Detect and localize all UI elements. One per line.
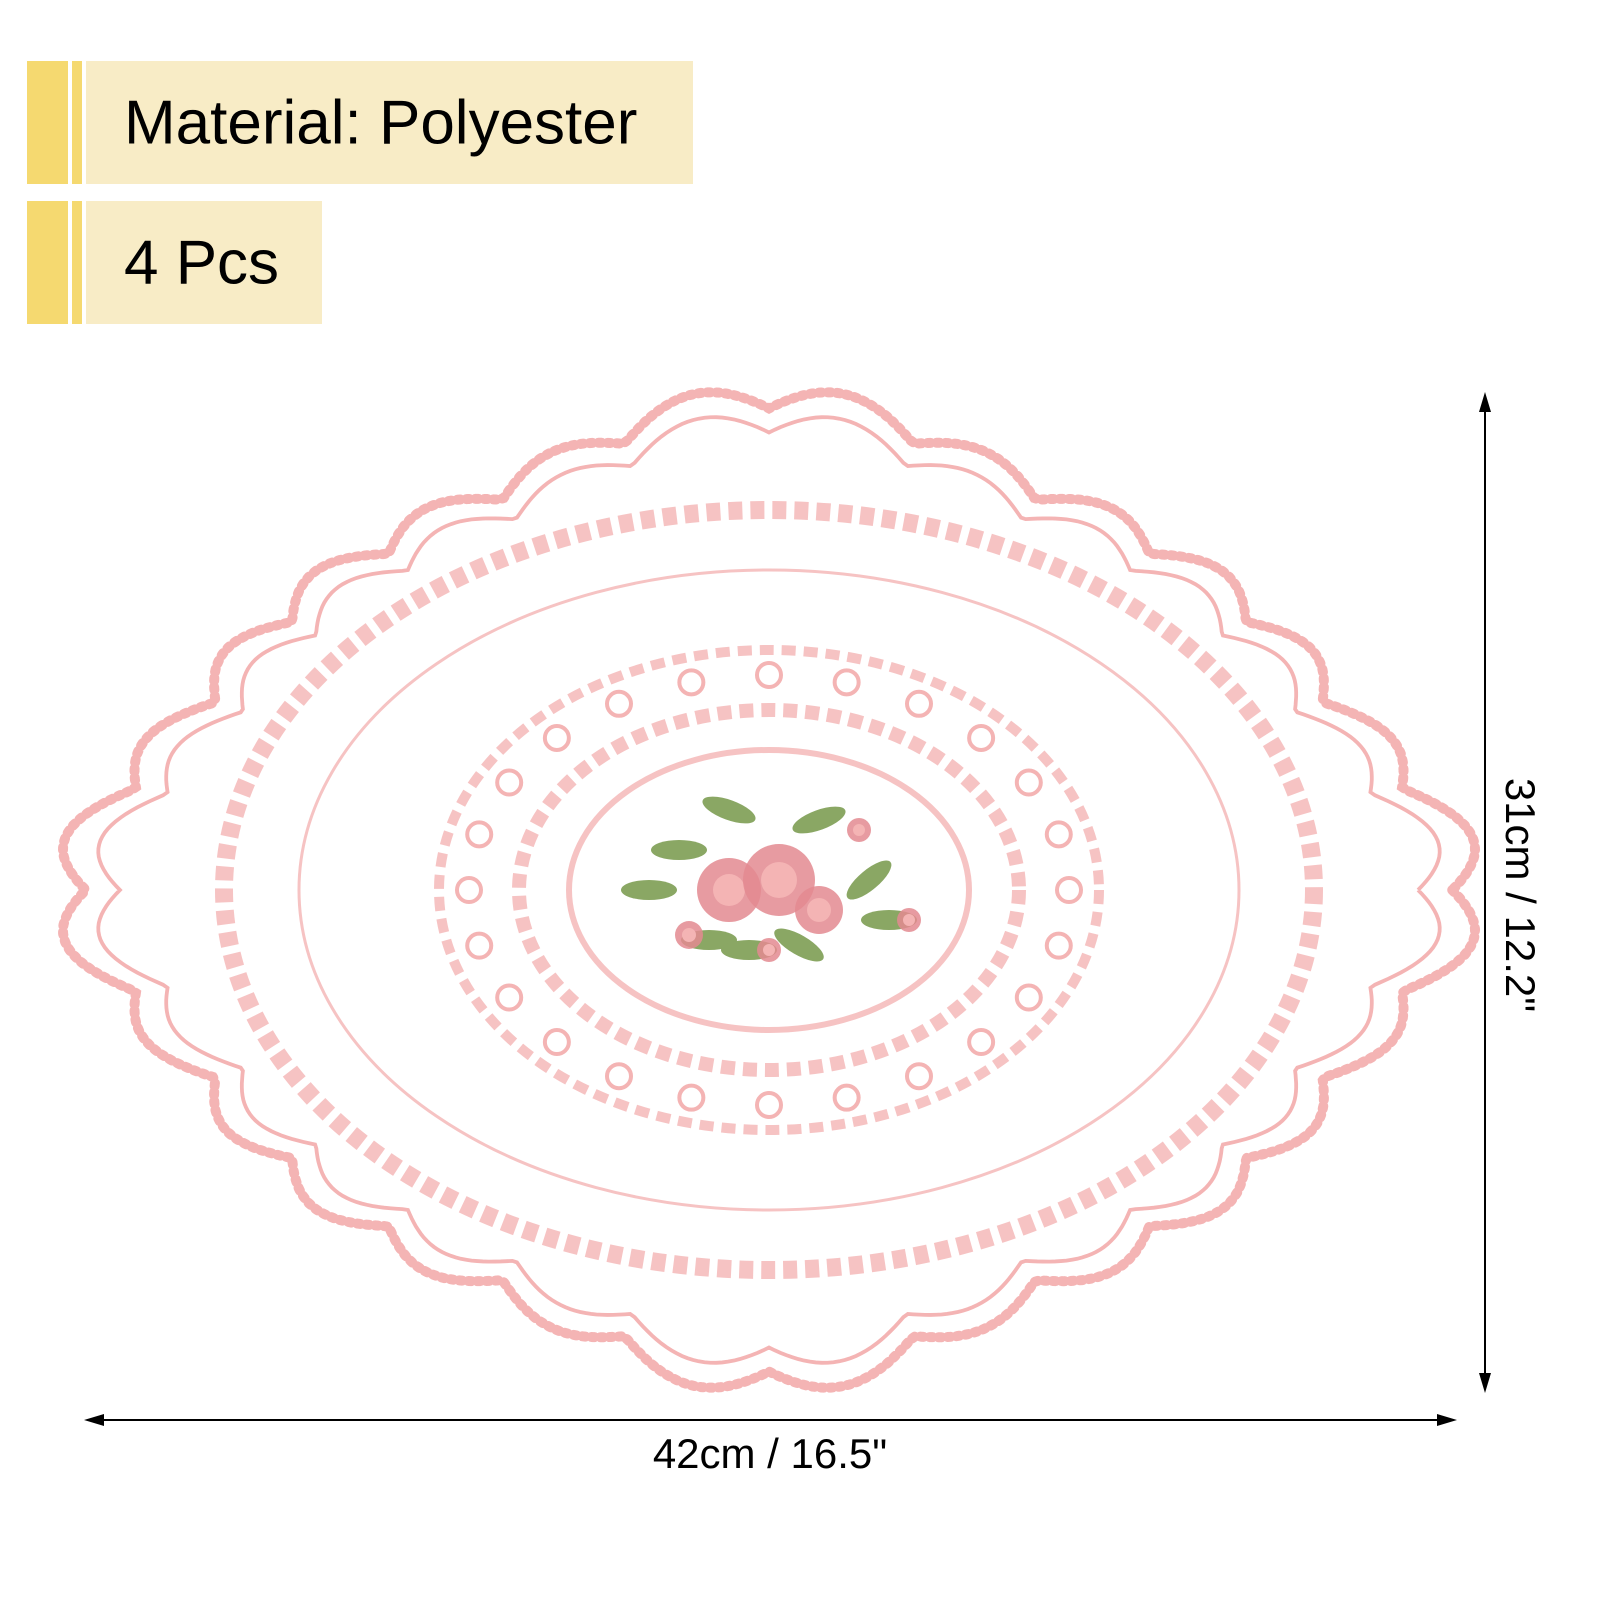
- leaf-motif: [774, 928, 824, 962]
- lace-flower-motif: [495, 983, 524, 1012]
- banner-background: [86, 61, 693, 184]
- lace-scroll-band: [215, 501, 1323, 1279]
- rose-center: [713, 874, 745, 906]
- lace-flower-motif: [967, 1028, 996, 1057]
- lace-flower-motif: [755, 661, 783, 689]
- rose-center: [903, 914, 915, 926]
- rose-center: [761, 862, 797, 898]
- lace-flower-motif: [495, 768, 524, 797]
- lace-flower-motif: [1014, 768, 1043, 797]
- rose-garland-ring: [434, 645, 1104, 1135]
- banner-accent-bar: [27, 201, 68, 324]
- lace-flower-motif: [1044, 820, 1073, 849]
- lace-flower-motif: [905, 1062, 933, 1091]
- lace-flower-motif: [967, 723, 996, 752]
- lace-flower-motif: [605, 1062, 633, 1091]
- inner-oval-band: [512, 703, 1026, 1077]
- lace-flower-motif: [542, 723, 571, 752]
- quantity-label: 4 Pcs: [124, 228, 280, 297]
- banner-background: [86, 201, 322, 324]
- rose-center: [763, 944, 775, 956]
- leaf-motif: [621, 880, 677, 900]
- leaf-motif: [651, 840, 707, 860]
- rose-center: [807, 898, 831, 922]
- lace-flower-motif: [832, 1083, 861, 1112]
- banner-accent-stripe: [72, 61, 82, 184]
- material-label: Material: Polyester: [124, 88, 638, 157]
- lace-flower-motif: [755, 1091, 783, 1119]
- leaf-motif: [792, 806, 846, 834]
- lace-outer-edge: [57, 387, 1481, 1393]
- rose-center: [682, 928, 696, 942]
- lace-flower-motif: [1055, 876, 1083, 904]
- lace-border: [96, 415, 1442, 1365]
- lace-flower-motif: [1044, 931, 1073, 960]
- lace-flower-motif: [832, 668, 861, 697]
- lace-flower-motif: [677, 668, 706, 697]
- banner-accent-bar: [27, 61, 68, 184]
- banner-accent-stripe: [72, 201, 82, 324]
- lace-flower-motif: [1014, 983, 1043, 1012]
- width-label: 42cm / 16.5": [652, 1430, 888, 1477]
- leaf-motif: [846, 860, 892, 900]
- lace-inner-ring: [297, 568, 1241, 1212]
- lace-flower-motif: [677, 1083, 706, 1112]
- rose-center: [853, 824, 865, 836]
- lace-flower-motif: [905, 689, 933, 718]
- lace-flower-motif: [605, 689, 633, 718]
- lace-flower-motif: [465, 931, 494, 960]
- material-banner: Material: Polyester: [27, 61, 693, 184]
- lace-flower-motif: [542, 1028, 571, 1057]
- lace-flower-motif: [455, 876, 483, 904]
- height-label: 31cm / 12.2": [1497, 777, 1544, 1013]
- lace-flower-motif: [465, 820, 494, 849]
- leaf-motif: [702, 796, 756, 824]
- inner-oval-edge: [566, 747, 972, 1033]
- quantity-banner: 4 Pcs: [27, 201, 322, 324]
